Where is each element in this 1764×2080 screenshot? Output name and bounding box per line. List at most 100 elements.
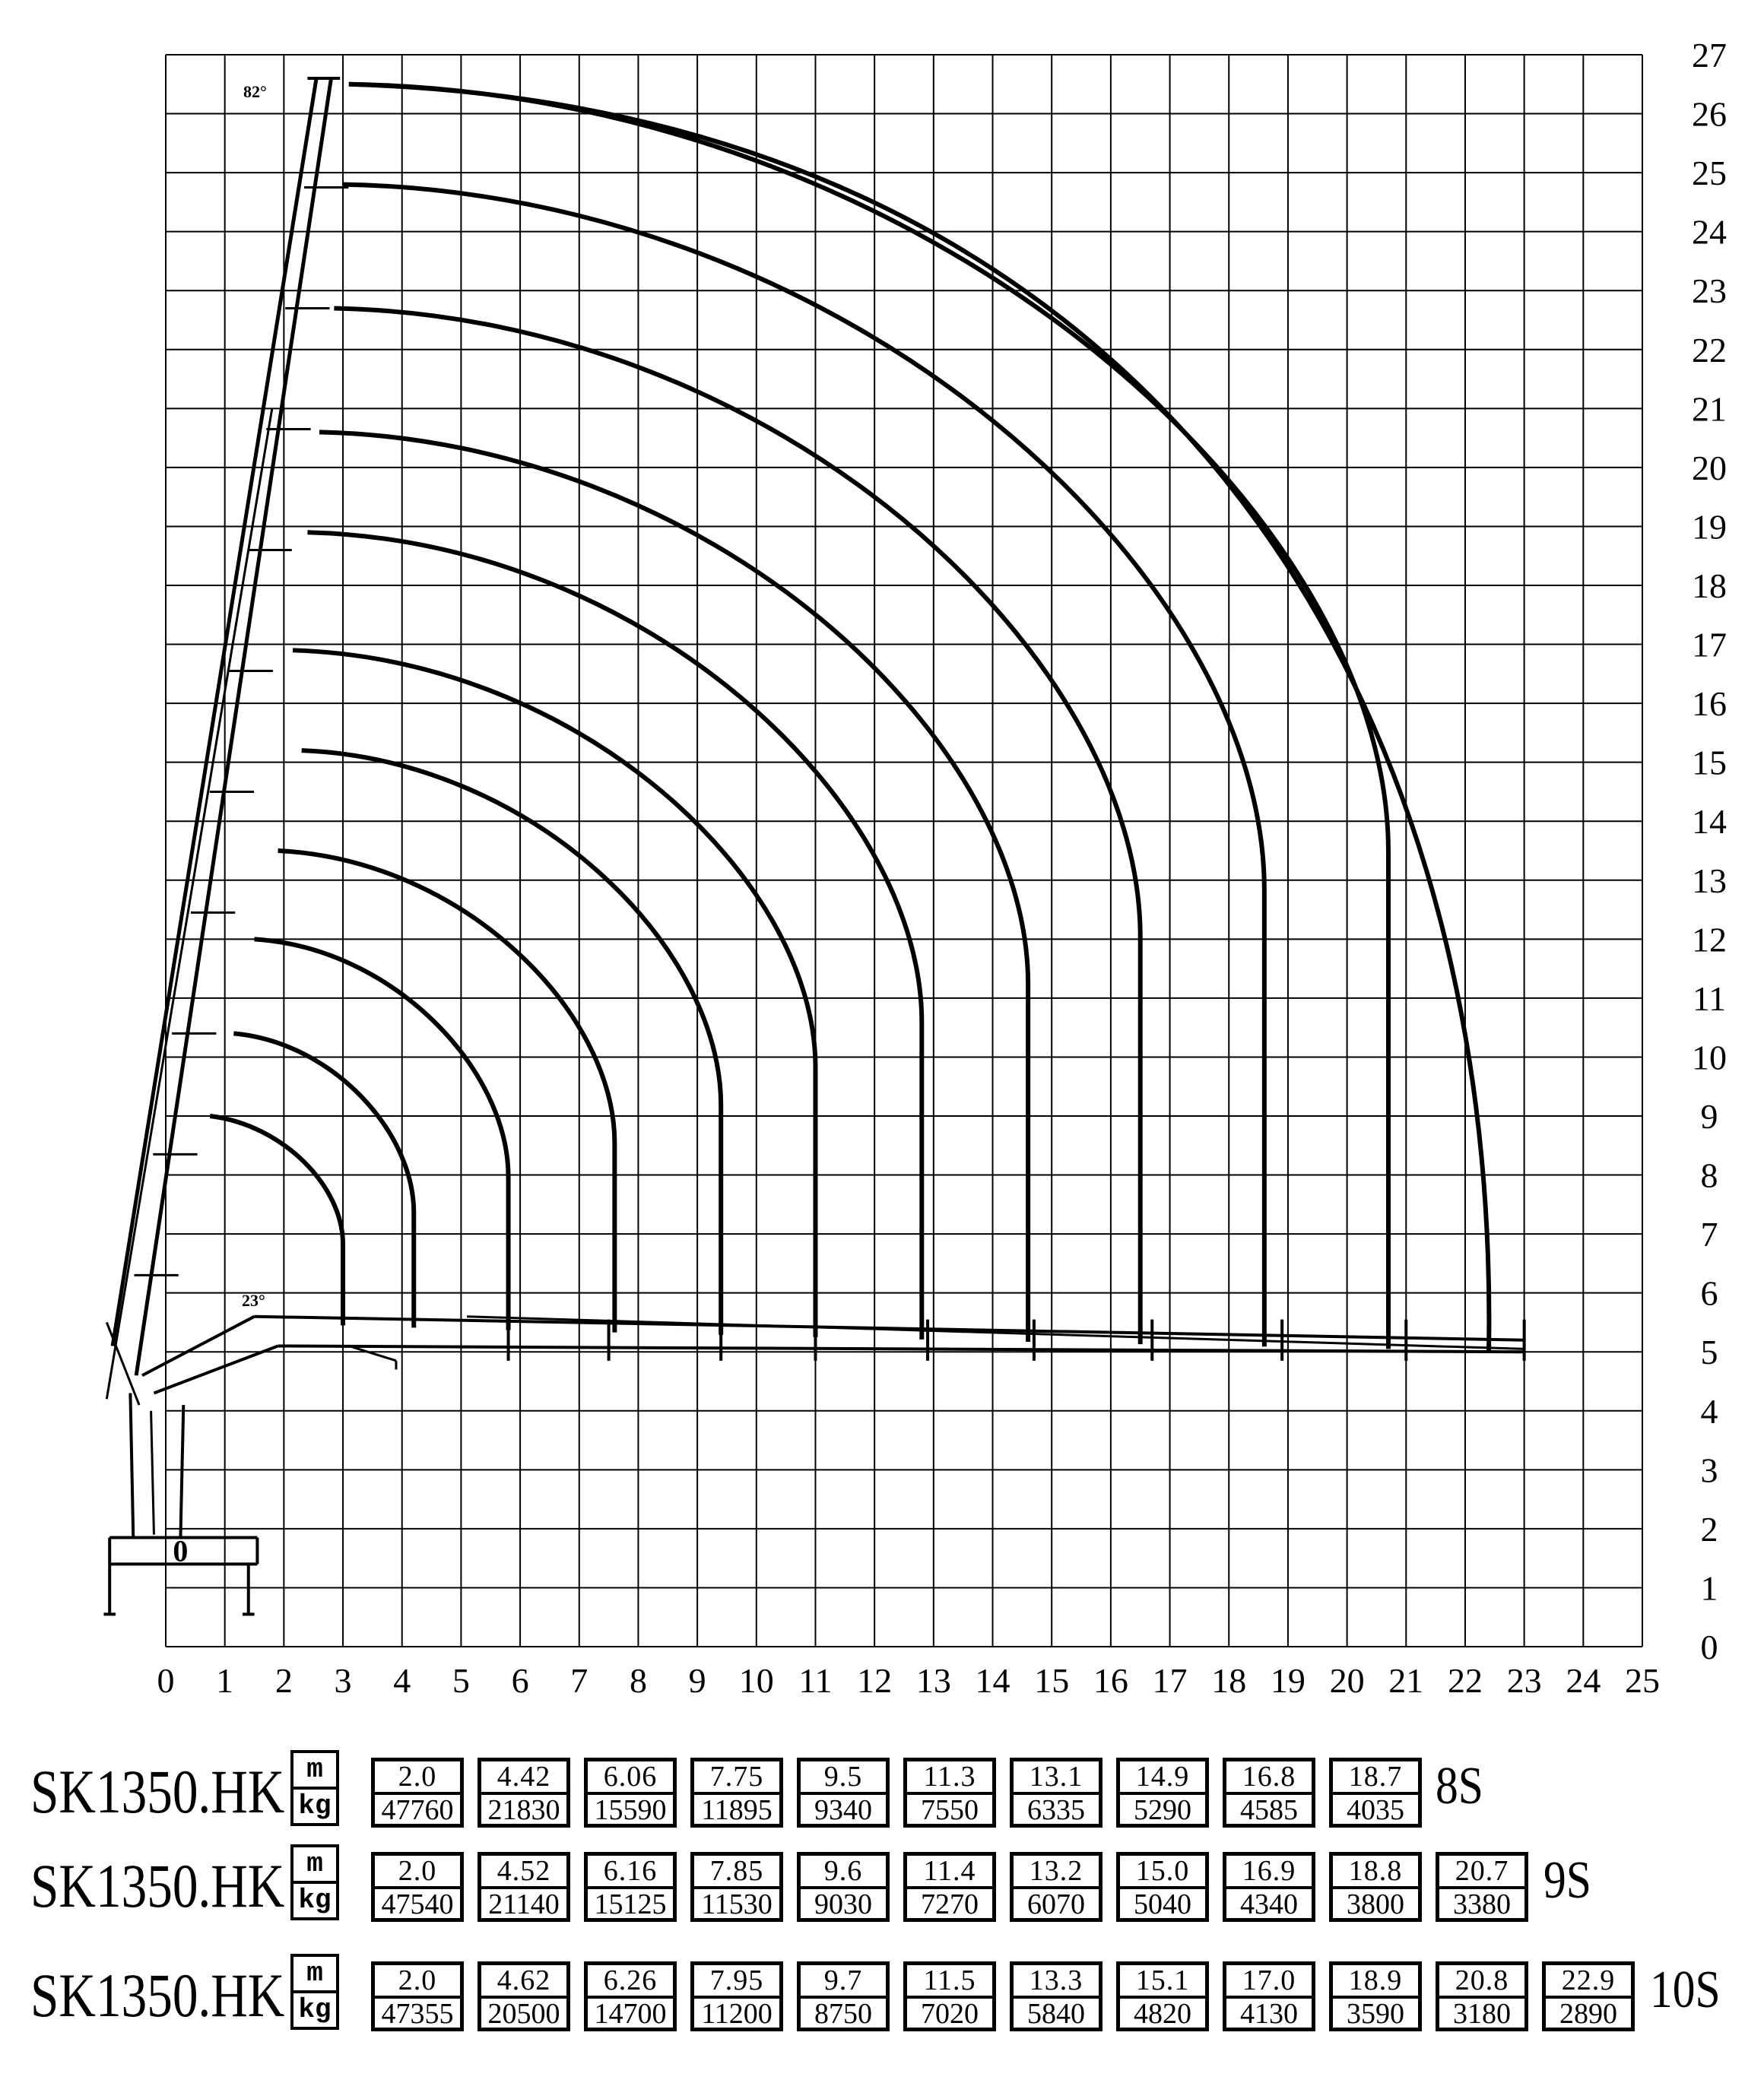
cell-load: 3590 [1347,1998,1404,2030]
cell-load: 4585 [1240,1794,1298,1826]
y-tick-label: 14 [1692,802,1727,841]
working-curve [292,648,818,1337]
x-tick-label: 15 [1034,1661,1069,1700]
axis-ticks: 0 1 2 3 4 5 6 7 8 9 10 11 12 13 14 15 16 17 18 19 20 21 22 23 24… [157,36,1728,1700]
unit-kilogram: kg [298,1994,332,2025]
load-cell: 2.0 47760 [371,1758,464,1828]
crane-line [105,408,274,1400]
crane-line [150,1410,155,1535]
y-tick-label: 23 [1692,271,1727,310]
cell-load: 15125 [594,1888,667,1920]
cell-load: 11200 [701,1998,773,2030]
load-cell: 6.26 14700 [584,1961,677,2031]
x-tick-label: 8 [630,1661,647,1700]
load-cell: 9.7 8750 [797,1961,890,2031]
section-suffix: 8S [1436,1757,1483,1815]
working-curve [301,748,724,1335]
cell-load: 7270 [921,1888,979,1920]
load-cell: 6.16 15125 [584,1852,677,1922]
y-tick-label: 0 [1701,1628,1718,1666]
cell-load: 14700 [594,1998,667,2030]
cell-load: 3800 [1347,1888,1404,1920]
y-tick-label: 22 [1692,331,1727,369]
x-tick-label: 17 [1153,1661,1188,1700]
y-tick-label: 24 [1692,213,1727,252]
model-label: SK1350.HK [30,1851,285,1920]
load-cell: 4.62 20500 [477,1961,570,2031]
y-tick-label: 17 [1692,626,1727,664]
working-curve [334,306,1143,1345]
cell-load: 5040 [1134,1888,1191,1920]
y-tick-label: 13 [1692,861,1727,900]
load-cell: 2.0 47355 [371,1961,464,2031]
crane-line [134,78,333,1376]
y-tick-label: 5 [1701,1333,1718,1371]
cell-load: 9340 [814,1794,872,1826]
base-marker: 0 [173,1534,188,1568]
load-cell: 6.06 15590 [584,1758,677,1828]
load-cell: 11.4 7270 [903,1852,996,1922]
cell-radius: 9.6 [801,1856,886,1889]
cell-load: 11895 [701,1794,773,1826]
cell-radius: 17.0 [1226,1965,1312,1999]
x-tick-label: 13 [916,1661,951,1700]
cell-load: 47540 [381,1888,454,1920]
cell-load: 7550 [921,1794,979,1826]
cell-load: 4035 [1347,1794,1404,1826]
cell-radius: 18.9 [1333,1965,1418,1999]
crane-line [141,1314,255,1378]
load-cell: 9.5 9340 [797,1758,890,1828]
cell-load: 47760 [381,1794,454,1826]
load-cell: 18.8 3800 [1329,1852,1422,1922]
y-tick-label: 16 [1692,684,1727,723]
unit-meter: m [293,1753,336,1790]
crane-line [110,78,319,1346]
unit-legend: m kg [290,1954,339,2030]
x-tick-label: 19 [1271,1661,1306,1700]
unit-kilogram: kg [298,1885,332,1916]
x-tick-label: 12 [857,1661,892,1700]
unit-legend: m kg [290,1750,339,1826]
x-tick-label: 2 [275,1661,293,1700]
y-tick-label: 3 [1701,1451,1718,1489]
model-label: SK1350.HK [30,1961,285,2030]
load-range-diagram: 0 1 2 3 4 5 6 7 8 9 10 11 12 13 14 15 16 17 18 19 20 21 22 23 24… [103,36,1728,1700]
x-tick-label: 4 [393,1661,411,1700]
y-tick-label: 12 [1692,920,1727,959]
cell-load: 4340 [1240,1888,1298,1920]
x-tick-label: 5 [452,1661,470,1700]
cell-radius: 18.8 [1333,1856,1418,1889]
load-cell: 7.75 11895 [690,1758,783,1828]
crane-line [153,1344,279,1395]
section-suffix: 10S [1650,1961,1721,2019]
load-cell: 16.9 4340 [1223,1852,1315,1922]
cell-radius: 6.06 [588,1761,673,1795]
cell-radius: 16.9 [1226,1856,1312,1889]
cell-radius: 16.8 [1226,1761,1312,1795]
y-tick-label: 2 [1701,1510,1718,1549]
cell-radius: 2.0 [375,1761,460,1795]
cell-load: 3180 [1453,1998,1511,2030]
load-cell: 4.42 21830 [477,1758,570,1828]
x-tick-label: 18 [1211,1661,1246,1700]
y-tick-label: 18 [1692,566,1727,605]
cell-load: 6335 [1027,1794,1085,1826]
cell-radius: 4.52 [481,1856,566,1889]
crane-line [278,1344,1524,1354]
working-curve [278,848,617,1333]
cell-radius: 4.62 [481,1965,566,1999]
y-tick-label: 15 [1692,744,1727,782]
angle-label: 82° [243,82,267,101]
y-tick-label: 6 [1701,1274,1718,1313]
y-tick-label: 11 [1693,979,1726,1018]
y-tick-label: 27 [1692,36,1727,75]
x-tick-label: 3 [335,1661,352,1700]
y-tick-label: 7 [1701,1215,1718,1254]
cell-load: 8750 [814,1998,872,2030]
load-row: SK1350.HK m kg 2.0 47760 4.42 21830 6.06 15590 7.… [0,1749,1764,1832]
cell-radius: 11.5 [907,1965,992,1999]
x-tick-label: 24 [1566,1661,1601,1700]
cell-radius: 22.9 [1546,1965,1631,1999]
unit-kilogram: kg [298,1790,332,1822]
cell-radius: 7.85 [694,1856,779,1889]
